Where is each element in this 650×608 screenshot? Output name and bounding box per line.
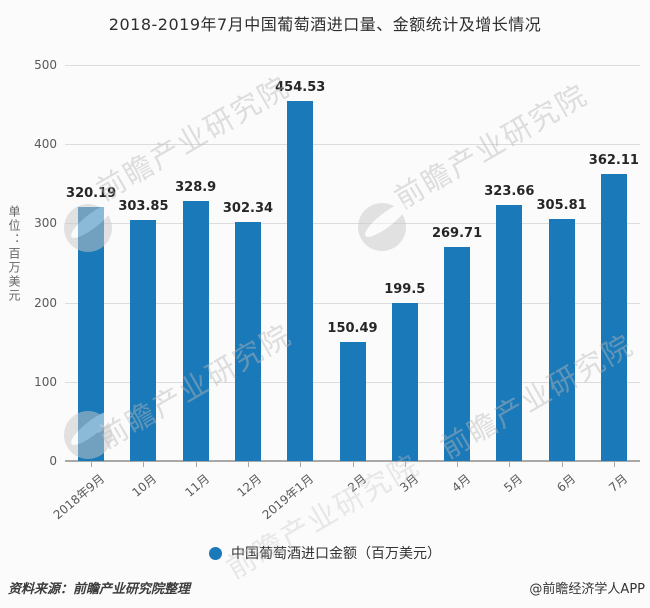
bar-value-label: 305.81 bbox=[536, 197, 587, 213]
bar bbox=[496, 204, 523, 461]
bar-value-label: 302.34 bbox=[222, 200, 274, 216]
x-tick-label: 4月 bbox=[449, 471, 474, 495]
bar-value-label: 328.9 bbox=[175, 179, 217, 195]
plot-area: 0 100 200 300 400 500 320.19 2018年9月 303.85 10月 32… bbox=[34, 58, 640, 523]
x-axis-tick bbox=[613, 462, 615, 467]
bar bbox=[600, 174, 627, 461]
bar bbox=[339, 341, 366, 461]
x-tick-label: 7月 bbox=[606, 471, 631, 495]
bar bbox=[444, 247, 471, 461]
bar bbox=[78, 207, 105, 461]
gridline bbox=[65, 302, 640, 304]
x-axis-tick bbox=[457, 462, 459, 467]
x-tick-label: 12月 bbox=[234, 471, 265, 500]
y-axis-title: 单位：百万美元 bbox=[7, 205, 21, 303]
bar-value-label: 454.53 bbox=[275, 80, 326, 95]
footer: 资料来源：前瞻产业研究院整理 @前瞻经济学人APP bbox=[0, 570, 650, 608]
y-tick-label: 400 bbox=[34, 137, 57, 152]
bar-value-label: 303.85 bbox=[118, 199, 169, 215]
bar-value-label: 199.5 bbox=[384, 281, 426, 297]
x-axis-tick bbox=[404, 462, 406, 467]
bar bbox=[548, 218, 575, 461]
gridline bbox=[65, 223, 640, 225]
x-tick-label: 11月 bbox=[182, 471, 212, 500]
bar-value-label: 323.66 bbox=[484, 183, 535, 199]
bar bbox=[182, 200, 209, 461]
x-axis-tick bbox=[91, 462, 93, 467]
bar-value-label: 362.11 bbox=[588, 153, 639, 169]
x-axis-tick bbox=[561, 462, 563, 467]
legend-label: 中国葡萄酒进口金额（百万美元） bbox=[231, 546, 441, 562]
gridline bbox=[65, 65, 640, 66]
x-axis-tick bbox=[509, 462, 511, 467]
bar-value-label: 150.49 bbox=[327, 320, 378, 336]
y-tick-label: 300 bbox=[34, 216, 57, 231]
x-tick-label: 6月 bbox=[553, 471, 578, 495]
x-axis-tick bbox=[300, 462, 302, 467]
chart-legend: 中国葡萄酒进口金额（百万美元） bbox=[0, 543, 650, 563]
bar bbox=[130, 220, 157, 461]
x-tick-label: 3月 bbox=[397, 471, 422, 495]
data-source-note: 资料来源：前瞻产业研究院整理 bbox=[8, 582, 191, 597]
bar bbox=[391, 302, 418, 461]
x-tick-label: 2018年9月 bbox=[50, 471, 108, 523]
x-tick-label: 10月 bbox=[129, 471, 160, 500]
bar bbox=[234, 221, 261, 461]
x-tick-label: 2月 bbox=[344, 471, 369, 495]
bar-value-label: 320.19 bbox=[66, 186, 117, 202]
x-axis-tick bbox=[143, 462, 145, 467]
x-tick-label: 5月 bbox=[501, 471, 526, 495]
credit-note: @前瞻经济学人APP bbox=[529, 582, 645, 597]
chart-title: 2018-2019年7月中国葡萄酒进口量、金额统计及增长情况 bbox=[108, 15, 542, 34]
bar bbox=[287, 101, 314, 461]
x-axis-tick bbox=[195, 462, 197, 467]
y-tick-label: 100 bbox=[34, 374, 57, 389]
x-axis-tick bbox=[352, 462, 354, 467]
gridline bbox=[65, 144, 640, 146]
x-axis-tick bbox=[247, 462, 249, 467]
legend-marker-icon bbox=[209, 546, 222, 560]
x-tick-label: 2019年1月 bbox=[259, 471, 317, 523]
y-tick-label: 0 bbox=[49, 454, 57, 468]
y-tick-label: 500 bbox=[34, 58, 57, 72]
bar-value-label: 269.71 bbox=[431, 226, 483, 242]
x-axis-line bbox=[65, 460, 640, 462]
y-tick-label: 200 bbox=[34, 295, 57, 310]
